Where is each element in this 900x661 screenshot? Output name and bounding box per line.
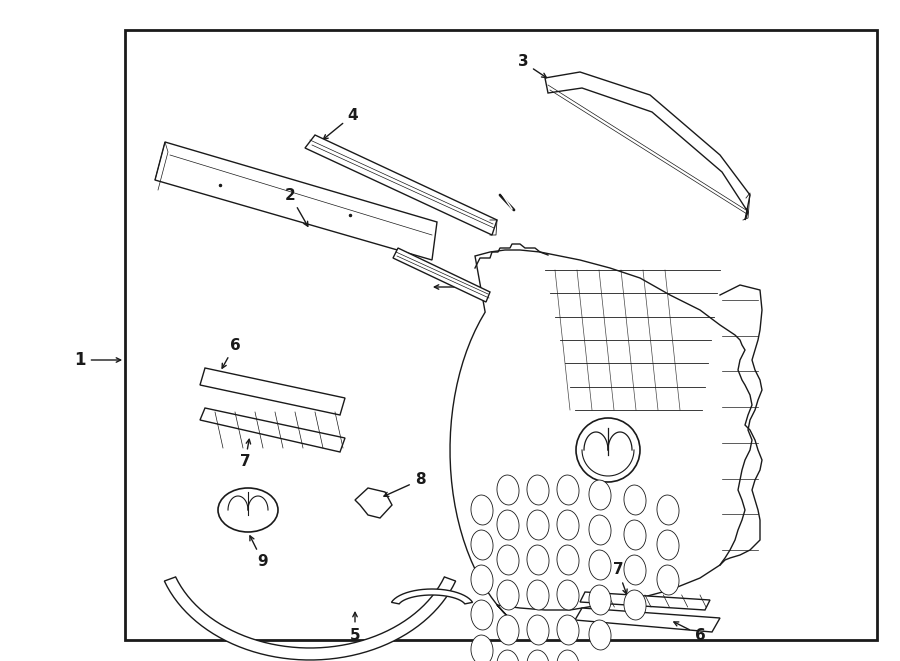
Ellipse shape [657,565,679,595]
Text: 3: 3 [518,54,546,77]
Ellipse shape [557,615,579,645]
Ellipse shape [557,580,579,610]
Ellipse shape [497,475,519,505]
Polygon shape [450,250,762,619]
Polygon shape [155,142,437,260]
Ellipse shape [497,580,519,610]
Ellipse shape [557,475,579,505]
Ellipse shape [527,510,549,540]
Ellipse shape [497,615,519,645]
Ellipse shape [527,580,549,610]
Text: 9: 9 [250,536,268,570]
Polygon shape [165,577,455,660]
Bar [125,30,877,640]
Ellipse shape [527,650,549,661]
Text: 2: 2 [284,188,308,226]
Ellipse shape [557,510,579,540]
Ellipse shape [589,550,611,580]
Ellipse shape [471,600,493,630]
Ellipse shape [471,565,493,595]
Polygon shape [392,589,472,604]
Text: 4: 4 [435,280,495,295]
Ellipse shape [624,520,646,550]
Ellipse shape [218,488,278,532]
Text: 7: 7 [613,563,627,594]
Ellipse shape [497,545,519,575]
Polygon shape [200,408,345,452]
Text: 6: 6 [222,338,240,368]
Ellipse shape [527,475,549,505]
Circle shape [576,418,640,482]
Polygon shape [305,135,497,235]
Ellipse shape [657,530,679,560]
Ellipse shape [471,495,493,525]
Ellipse shape [589,480,611,510]
Text: 4: 4 [323,108,358,139]
Ellipse shape [527,545,549,575]
Text: 1: 1 [74,351,121,369]
Ellipse shape [497,510,519,540]
Polygon shape [355,488,392,518]
Ellipse shape [471,530,493,560]
Ellipse shape [589,515,611,545]
Polygon shape [393,248,490,302]
Text: 6: 6 [674,622,706,642]
Text: 8: 8 [384,473,426,496]
Polygon shape [545,72,750,220]
Ellipse shape [527,615,549,645]
Polygon shape [575,608,720,632]
Ellipse shape [497,650,519,661]
Ellipse shape [624,485,646,515]
Polygon shape [200,368,345,415]
Ellipse shape [589,620,611,650]
Ellipse shape [657,495,679,525]
Ellipse shape [557,545,579,575]
Ellipse shape [557,650,579,661]
Polygon shape [580,592,710,610]
Ellipse shape [624,590,646,620]
Ellipse shape [589,585,611,615]
Ellipse shape [471,635,493,661]
Text: 7: 7 [239,440,250,469]
Text: 5: 5 [350,612,360,642]
Ellipse shape [624,555,646,585]
